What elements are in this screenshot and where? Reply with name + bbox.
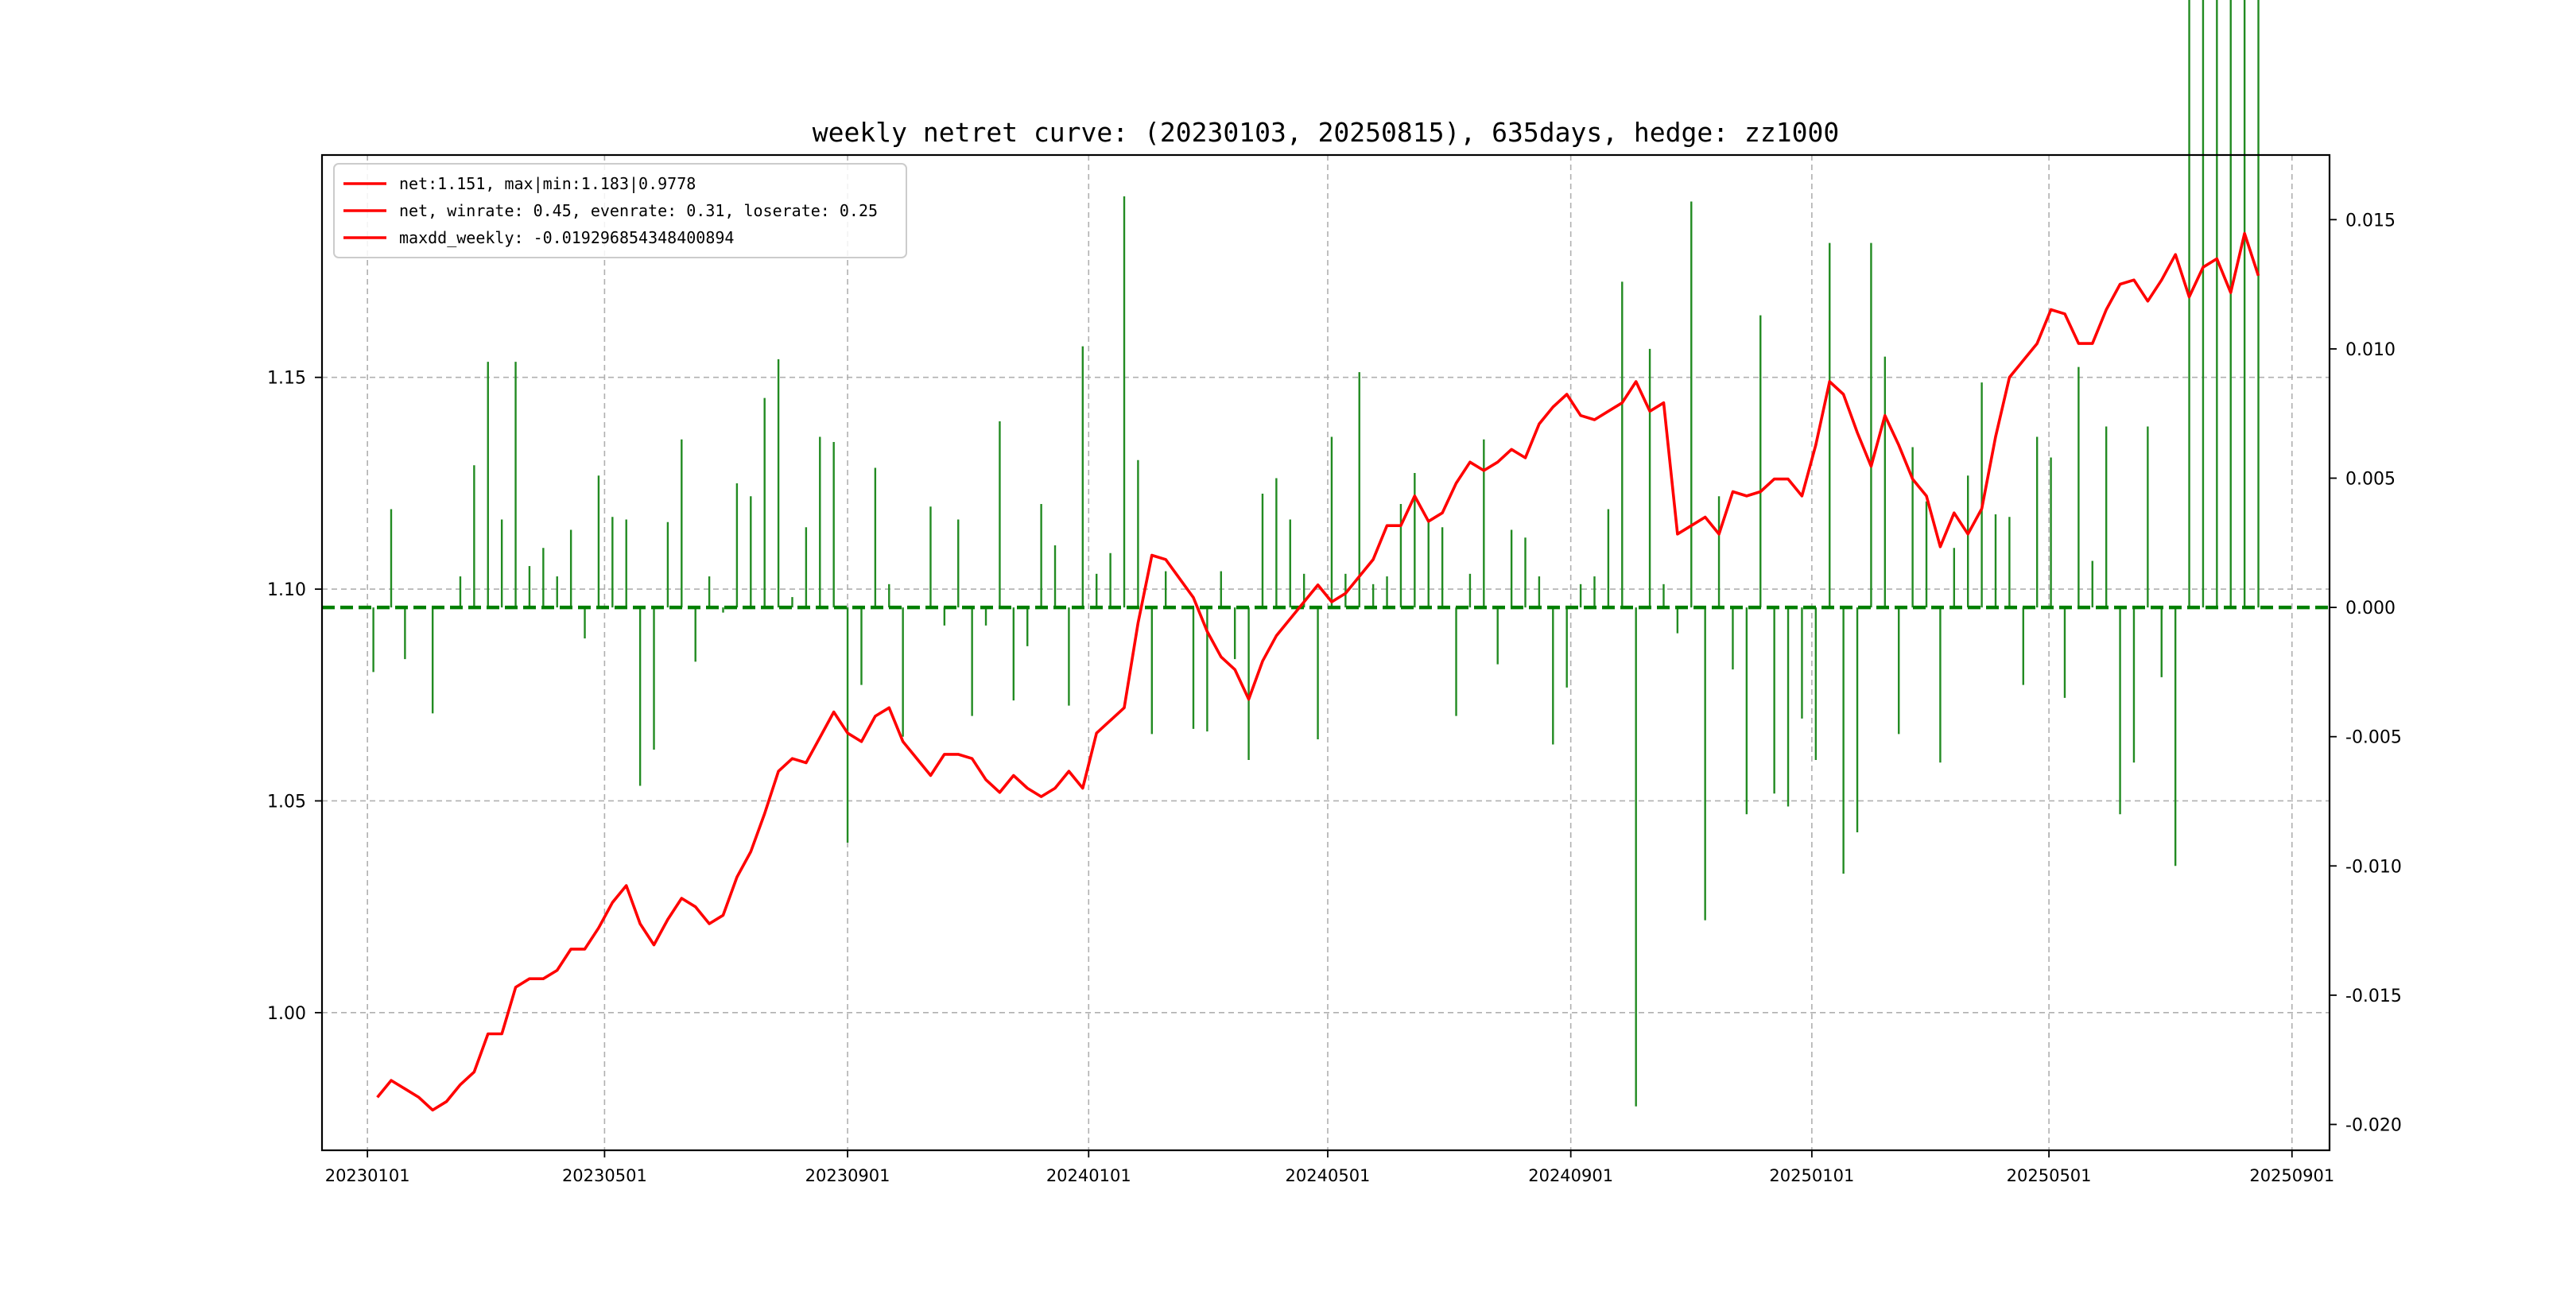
x-tick-label: 20240101: [1046, 1166, 1131, 1185]
x-tick-label: 20250901: [2249, 1166, 2334, 1185]
x-tick-label: 20230901: [805, 1166, 890, 1185]
grid-lines: [322, 155, 2330, 1150]
chart-title: weekly netret curve: (20230103, 20250815…: [813, 117, 1839, 148]
y-right-tick-label: -0.010: [2345, 857, 2402, 877]
legend-entry: net, winrate: 0.45, evenrate: 0.31, lose…: [399, 201, 878, 220]
y-left-tick-label: 1.10: [267, 580, 306, 600]
plot-frame: [320, 153, 2331, 1152]
y-right-tick-label: 0.005: [2345, 469, 2396, 489]
legend: net:1.151, max|min:1.183|0.9778 net, winr…: [333, 163, 907, 258]
x-tick-label: 20230501: [562, 1166, 647, 1185]
y-right-tick-label: -0.005: [2345, 728, 2402, 748]
right-y-axis: -0.020 -0.015 -0.010 -0.005 0.000 0.005 0.010 0…: [2330, 211, 2402, 1135]
legend-box: [333, 163, 907, 258]
y-right-tick-label: 0.015: [2345, 211, 2396, 231]
y-right-tick-label: 0.010: [2345, 340, 2396, 360]
y-right-tick-label: -0.020: [2345, 1115, 2402, 1135]
x-tick-label: 20240901: [1528, 1166, 1613, 1185]
y-left-tick-label: 1.00: [267, 1004, 306, 1024]
net-curve-layer: [376, 231, 2260, 1112]
x-axis: 20230101 20230501 20230901 20240101 20240501…: [325, 1150, 2334, 1185]
y-right-tick-label: -0.015: [2345, 987, 2402, 1006]
x-tick-label: 20240501: [1286, 1166, 1371, 1185]
weekly-return-bars: [372, 0, 2260, 1107]
x-tick-label: 20230101: [325, 1166, 410, 1185]
y-left-tick-label: 1.15: [267, 369, 306, 389]
x-tick-label: 20250501: [2007, 1166, 2092, 1185]
y-left-tick-label: 1.05: [267, 792, 306, 812]
x-tick-label: 20250101: [1769, 1166, 1854, 1185]
legend-entry: net:1.151, max|min:1.183|0.9778: [399, 174, 696, 193]
y-right-tick-label: 0.000: [2345, 599, 2396, 618]
legend-entry: maxdd_weekly: -0.019296854348400894: [399, 228, 734, 247]
left-y-axis: 1.00 1.05 1.10 1.15: [267, 369, 322, 1024]
net-curve-line: [376, 231, 2260, 1112]
